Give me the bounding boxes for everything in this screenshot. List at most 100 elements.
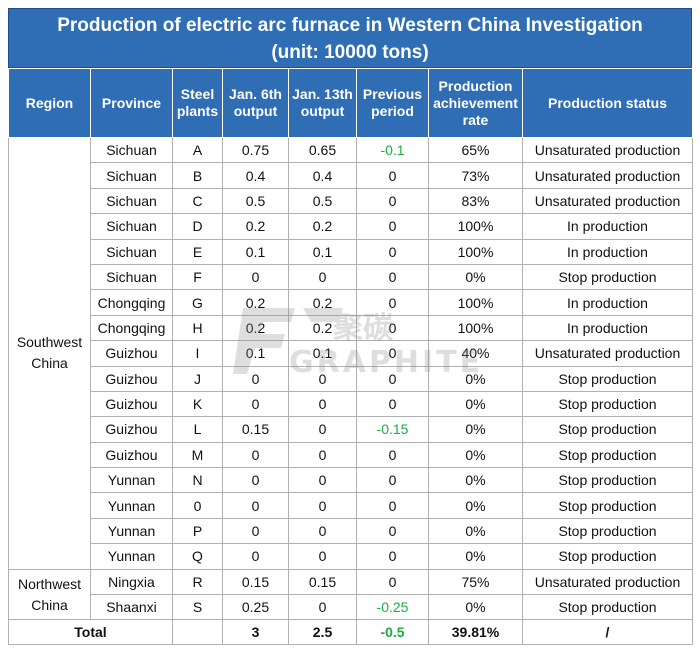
cell-rate: 100% xyxy=(428,238,523,265)
table-row: Guizhou M 0 0 0 0% Stop production xyxy=(9,441,693,469)
table-body: Southwest China Sichuan A 0.75 0.65 -0.1 65% Uns… xyxy=(8,136,693,646)
cell-plant: S xyxy=(172,594,223,621)
table-row: Sichuan B 0.4 0.4 0 73% Unsaturated production xyxy=(9,162,693,189)
cell-plant: L xyxy=(172,416,223,443)
cell-status: Stop production xyxy=(522,517,693,545)
cell-status: Stop production xyxy=(522,492,693,519)
title-line-1: Production of electric arc furnace in We… xyxy=(57,15,643,36)
table-row: Yunnan 0 0 0 0 0% Stop production xyxy=(9,492,693,519)
cell-status: Stop production xyxy=(522,441,693,469)
cell-previous: 0 xyxy=(356,263,429,291)
cell-status: Unsaturated production xyxy=(522,162,693,189)
cell-rate: 0% xyxy=(428,517,523,545)
cell-jan6: 0.25 xyxy=(222,594,289,621)
table-row: Guizhou I 0.1 0.1 0 40% Unsaturated production xyxy=(9,340,693,367)
cell-status: Stop production xyxy=(522,390,693,418)
header-previous: Previous period xyxy=(356,68,429,138)
cell-province: Ningxia xyxy=(90,568,173,596)
cell-rate: 65% xyxy=(428,136,523,164)
cell-previous: 0 xyxy=(356,238,429,265)
region-southwest: Southwest China xyxy=(8,137,91,570)
total-rate: 39.81% xyxy=(428,619,523,646)
table-row: Northwest China Ningxia R 0.15 0.15 0 75% Unsatu… xyxy=(8,568,693,621)
production-table: Region Province Steel plants Jan. 6th outp… xyxy=(8,68,693,646)
total-plants xyxy=(172,619,223,646)
cell-status: Unsaturated production xyxy=(522,187,693,215)
cell-plant: K xyxy=(172,390,223,418)
title-line-2: (unit: 10000 tons) xyxy=(271,42,429,63)
cell-jan6: 0 xyxy=(222,263,289,291)
cell-jan13: 0.4 xyxy=(288,162,357,189)
cell-plant: J xyxy=(172,365,223,392)
header-rate: Production achievement rate xyxy=(428,68,523,138)
cell-jan13: 0.15 xyxy=(288,568,357,596)
cell-plant: C xyxy=(172,187,223,215)
cell-jan13: 0.5 xyxy=(288,187,357,215)
header-province: Province xyxy=(90,68,173,138)
cell-previous: 0 xyxy=(356,187,429,215)
cell-status: Stop production xyxy=(522,467,693,494)
cell-plant: G xyxy=(172,289,223,316)
cell-jan6: 0.4 xyxy=(222,162,289,189)
cell-jan13: 0.2 xyxy=(288,314,357,342)
cell-jan6: 0.1 xyxy=(222,340,289,367)
report-frame: Production of electric arc furnace in We… xyxy=(8,8,693,646)
cell-province: Sichuan xyxy=(90,136,173,164)
cell-previous: 0 xyxy=(356,162,429,189)
total-jan13: 2.5 xyxy=(288,619,357,646)
cell-previous: 0 xyxy=(356,340,429,367)
header-jan13: Jan. 13th output xyxy=(288,68,357,138)
cell-rate: 0% xyxy=(428,467,523,494)
cell-jan13: 0 xyxy=(288,441,357,469)
cell-status: Unsaturated production xyxy=(522,136,693,164)
cell-previous: -0.25 xyxy=(356,594,429,621)
cell-province: Chongqing xyxy=(90,289,173,316)
cell-plant: I xyxy=(172,340,223,367)
cell-jan13: 0 xyxy=(288,543,357,570)
cell-jan13: 0 xyxy=(288,416,357,443)
cell-previous: 0 xyxy=(356,543,429,570)
cell-plant: B xyxy=(172,162,223,189)
cell-previous: -0.15 xyxy=(356,416,429,443)
cell-jan6: 0.15 xyxy=(222,568,289,596)
cell-previous: 0 xyxy=(356,441,429,469)
cell-province: Sichuan xyxy=(90,263,173,291)
cell-previous: -0.1 xyxy=(356,136,429,164)
cell-jan6: 0 xyxy=(222,517,289,545)
cell-province: Guizhou xyxy=(90,416,173,443)
cell-plant: P xyxy=(172,517,223,545)
header-plants: Steel plants xyxy=(172,68,223,138)
cell-jan13: 0.2 xyxy=(288,289,357,316)
cell-plant: H xyxy=(172,314,223,342)
cell-status: In production xyxy=(522,314,693,342)
cell-jan6: 0.2 xyxy=(222,289,289,316)
cell-rate: 0% xyxy=(428,441,523,469)
cell-jan13: 0 xyxy=(288,492,357,519)
cell-jan6: 0 xyxy=(222,365,289,392)
cell-rate: 100% xyxy=(428,314,523,342)
table-row: Guizhou J 0 0 0 0% Stop production xyxy=(9,365,693,392)
cell-jan13: 0.65 xyxy=(288,136,357,164)
cell-province: Yunnan xyxy=(90,543,173,570)
table-row: Southwest China Sichuan A 0.75 0.65 -0.1 65% Uns… xyxy=(8,136,693,570)
table-row: Yunnan Q 0 0 0 0% Stop production xyxy=(9,543,693,570)
header-region: Region xyxy=(8,68,91,138)
cell-province: Guizhou xyxy=(90,340,173,367)
cell-status: Stop production xyxy=(522,594,693,621)
cell-previous: 0 xyxy=(356,492,429,519)
cell-jan6: 0.75 xyxy=(222,136,289,164)
cell-rate: 75% xyxy=(428,568,523,596)
cell-jan6: 0 xyxy=(222,441,289,469)
cell-previous: 0 xyxy=(356,517,429,545)
cell-jan6: 0.5 xyxy=(222,187,289,215)
cell-province: Guizhou xyxy=(90,441,173,469)
cell-rate: 0% xyxy=(428,543,523,570)
cell-province: Guizhou xyxy=(90,390,173,418)
table-row: Yunnan N 0 0 0 0% Stop production xyxy=(9,467,693,494)
cell-rate: 0% xyxy=(428,390,523,418)
cell-province: Chongqing xyxy=(90,314,173,342)
cell-jan6: 0.2 xyxy=(222,213,289,240)
cell-rate: 0% xyxy=(428,263,523,291)
table-row: Sichuan E 0.1 0.1 0 100% In production xyxy=(9,238,693,265)
cell-jan13: 0.1 xyxy=(288,340,357,367)
